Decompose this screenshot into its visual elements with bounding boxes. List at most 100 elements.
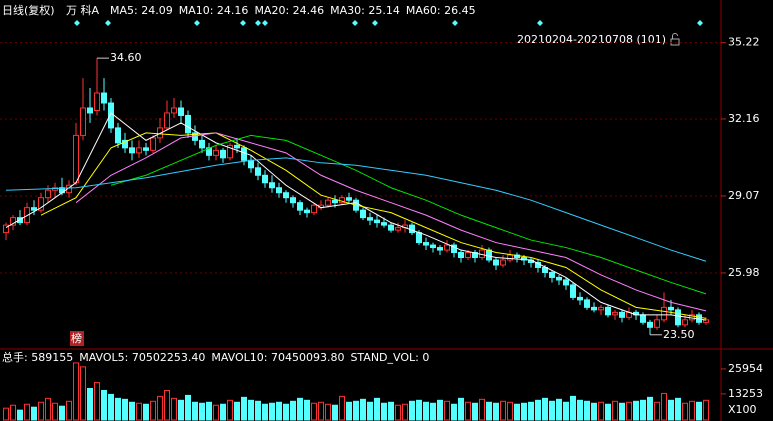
volume-bar (388, 401, 394, 421)
volume-bar (500, 400, 506, 421)
volume-bar (17, 409, 23, 421)
legend-entry: MA20: 24.46 (254, 4, 324, 17)
volume-bar (10, 404, 16, 421)
candle-body (612, 311, 618, 316)
candle-body (374, 219, 380, 224)
candle-body (185, 114, 191, 134)
volume-bar (584, 400, 590, 421)
candle-body (241, 147, 247, 161)
volume-bar (171, 397, 177, 421)
volume-bar (178, 399, 184, 421)
volume-bar (514, 403, 520, 421)
candle-body (465, 252, 471, 259)
volume-bar (381, 402, 387, 421)
candle-body (654, 319, 660, 328)
volume-bar (486, 401, 492, 421)
candle-body (94, 92, 100, 111)
candle-body (493, 259, 499, 266)
candle-body (304, 209, 310, 214)
candle-body (423, 242, 429, 246)
volume-bar (122, 398, 128, 421)
volume-bar (458, 397, 464, 421)
candle-body (269, 182, 275, 189)
volume-bar (402, 403, 408, 421)
candle-body (381, 222, 387, 226)
volume-bar (325, 403, 331, 421)
candle-body (171, 107, 177, 114)
candle-body (45, 189, 51, 199)
event-marker (74, 20, 80, 26)
candle-body (430, 244, 436, 249)
candle-body (409, 224, 415, 234)
candle-body (234, 144, 240, 149)
volume-header: 总手: 589155 (2, 350, 73, 364)
lock-icon (670, 33, 680, 46)
volume-bar (675, 397, 681, 421)
volume-bar (220, 403, 226, 421)
candle-body (143, 147, 149, 151)
volume-bar (465, 401, 471, 421)
candle-body (325, 199, 331, 206)
legend-entry: MA10: 24.16 (179, 4, 249, 17)
volume-bar (353, 400, 359, 421)
volume-bar (437, 399, 443, 421)
volume-bar (535, 399, 541, 421)
candle-body (3, 224, 9, 234)
volume-bar (556, 398, 562, 421)
legend-entry: MA30: 25.14 (330, 4, 400, 17)
chart-title: 日线(复权) (2, 3, 55, 17)
event-marker (352, 20, 358, 26)
y-tick-label: 32.16 (728, 112, 760, 125)
stock-name: 万 科A (66, 3, 99, 17)
candle-body (549, 271, 555, 278)
volume-bar (150, 400, 156, 421)
candle-body (640, 314, 646, 323)
volume-bar (318, 401, 324, 421)
volume-bar (255, 400, 261, 421)
candle-body (199, 139, 205, 149)
volume-bar (101, 389, 107, 421)
volume-bar (654, 401, 660, 421)
candle-body (598, 306, 604, 311)
volume-unit: X100 (728, 403, 757, 416)
volume-bar (339, 395, 345, 421)
candle-body (101, 92, 107, 104)
event-marker (262, 20, 268, 26)
volume-bar (94, 382, 100, 421)
candle-body (500, 259, 506, 266)
candle-body (80, 107, 86, 136)
ma-line (75, 132, 707, 312)
volume-bar (143, 403, 149, 421)
volume-bar (570, 395, 576, 421)
volume-bar (304, 399, 310, 421)
candle-body (577, 296, 583, 301)
candle-body (437, 247, 443, 251)
candle-body (150, 137, 156, 151)
volume-bar (52, 402, 58, 421)
candle-body (276, 187, 282, 194)
volume-header: STAND_VOL: 0 (350, 351, 429, 364)
y-tick-label: 25.98 (728, 266, 760, 279)
candle-body (661, 306, 667, 321)
volume-bar (248, 399, 254, 421)
candle-body (507, 254, 513, 261)
y-tick-label: 29.07 (728, 189, 760, 202)
volume-bar (227, 399, 233, 421)
event-marker (255, 20, 261, 26)
candle-body (227, 144, 233, 159)
volume-bar (241, 396, 247, 421)
candle-body (129, 147, 135, 154)
volume-bar (31, 406, 37, 421)
candle-body (311, 204, 317, 214)
volume-bar (549, 400, 555, 421)
volume-bar (66, 400, 72, 421)
volume-bar (297, 397, 303, 421)
event-marker (372, 20, 378, 26)
volume-bar (577, 399, 583, 421)
volume-bar (703, 399, 709, 421)
volume-bar (563, 401, 569, 421)
y-tick-label: 35.22 (728, 36, 760, 49)
event-marker (697, 20, 703, 26)
volume-tick-label: 13253 (728, 387, 763, 400)
volume-bar (311, 402, 317, 421)
